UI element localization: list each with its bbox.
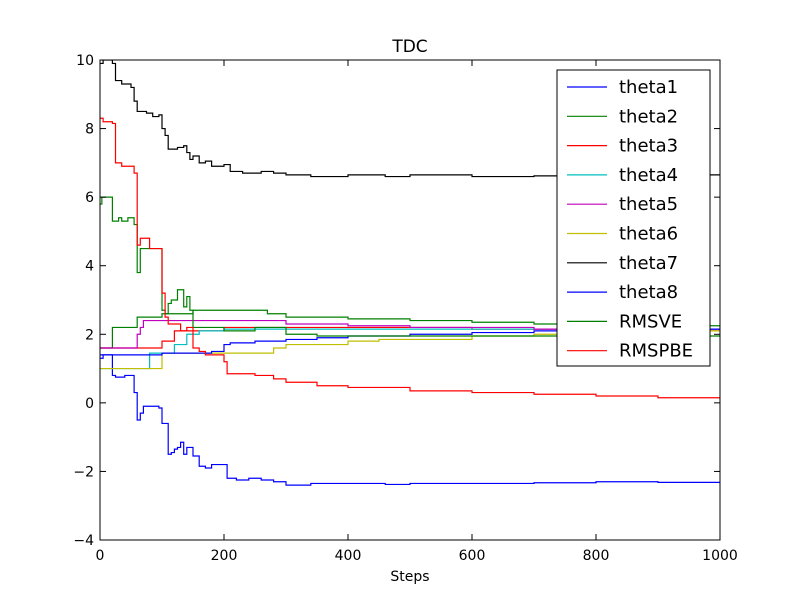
legend-label: theta3 (619, 136, 678, 157)
legend: theta1 theta2 theta3 theta4 theta5 theta6 thet… (556, 69, 711, 367)
x-tick-label: 200 (211, 548, 238, 564)
x-tick-label: 0 (96, 548, 105, 564)
series-line-theta2 (100, 309, 720, 349)
x-tick-label: 400 (335, 548, 362, 564)
legend-box (556, 69, 711, 367)
legend-label: theta8 (619, 282, 678, 303)
x-axis: 0 200 400 600 800 1000 (96, 60, 738, 564)
series-line-RMSPBE (100, 117, 720, 400)
chart-title: TDC (391, 37, 427, 57)
x-tick-label: 800 (583, 548, 610, 564)
y-tick-label: 4 (85, 259, 94, 275)
legend-label: theta7 (619, 253, 678, 274)
y-axis: −4 −2 0 2 4 6 8 10 (73, 53, 720, 549)
legend-label: theta2 (619, 106, 678, 127)
legend-label: RMSPBE (619, 341, 693, 362)
series-line-theta1 (100, 354, 720, 486)
series-line-theta5 (100, 319, 720, 349)
series-layer (100, 60, 720, 486)
y-tick-label: 8 (85, 122, 94, 138)
y-tick-label: 10 (76, 53, 94, 69)
y-tick-label: 6 (85, 190, 94, 206)
plot-frame (99, 59, 721, 541)
y-tick-label: −4 (73, 533, 94, 549)
x-axis-label: Steps (390, 569, 429, 585)
legend-label: theta1 (619, 77, 678, 98)
y-tick-label: 2 (85, 327, 94, 343)
legend-label: theta4 (619, 165, 678, 186)
x-tick-label: 600 (459, 548, 486, 564)
series-line-theta4 (100, 328, 720, 370)
y-tick-label: −2 (73, 464, 94, 480)
legend-label: theta5 (619, 194, 678, 215)
legend-label: theta6 (619, 224, 678, 245)
series-line-theta7 (100, 60, 720, 178)
legend-label: RMSVE (619, 311, 682, 332)
series-line-theta8 (100, 328, 720, 356)
x-tick-label: 1000 (702, 548, 738, 564)
series-line-RMSVE (100, 196, 720, 337)
y-tick-label: 0 (85, 396, 94, 412)
